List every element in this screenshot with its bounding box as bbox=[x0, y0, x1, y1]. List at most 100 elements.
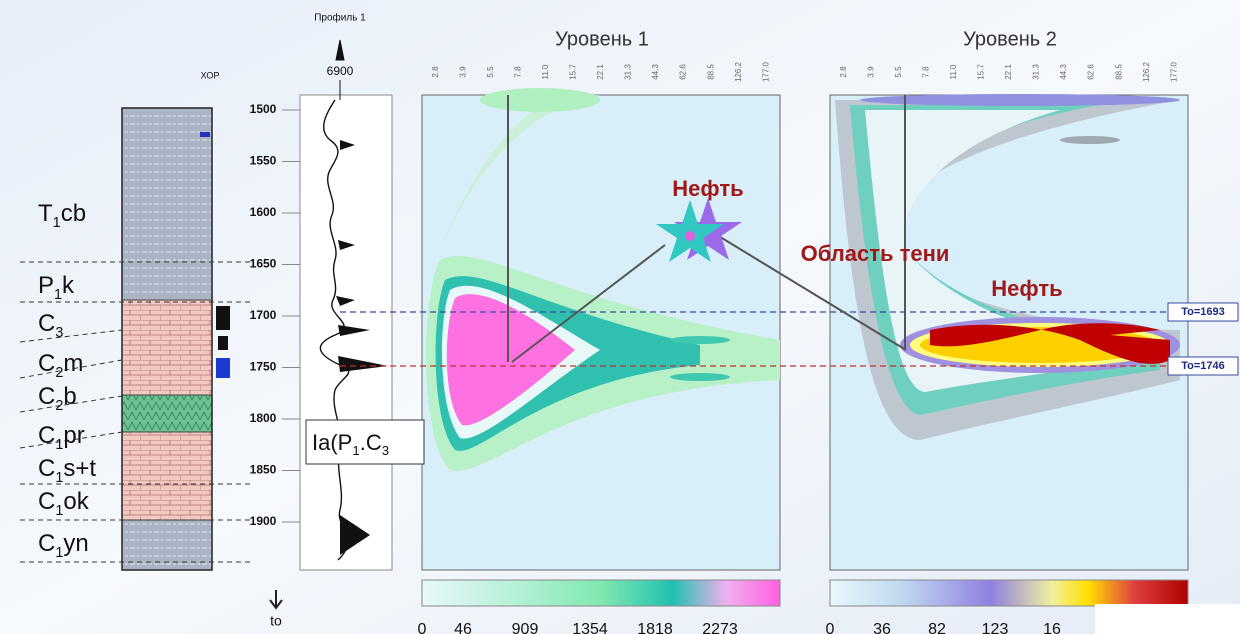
subscript: 3 bbox=[55, 325, 63, 341]
strat-label: C1yn bbox=[38, 530, 89, 560]
subscript: 1 bbox=[55, 470, 63, 486]
frequency-tick-label: 62.6 bbox=[1087, 64, 1096, 80]
colorbar-tick-label: 2273 bbox=[702, 621, 738, 634]
to-top-label: To=1693 bbox=[1181, 306, 1225, 318]
colorbar-tick-label: 36 bbox=[873, 621, 891, 634]
oil-label: Нефть bbox=[672, 176, 743, 201]
text-part: C bbox=[38, 422, 55, 449]
corner-patch bbox=[1095, 604, 1240, 634]
interval-label: Ia(P1.C3 bbox=[312, 430, 389, 458]
frequency-tick-label: 44.3 bbox=[651, 64, 660, 80]
text-part: cb bbox=[61, 200, 86, 227]
frequency-tick-label: 88.5 bbox=[1114, 64, 1123, 80]
strat-label: T1cb bbox=[38, 200, 86, 230]
subscript: 1 bbox=[53, 215, 61, 231]
colorbar-tick-label: 1354 bbox=[572, 621, 608, 634]
frequency-tick-label: 15.7 bbox=[569, 64, 578, 80]
shadow-label: Область тени bbox=[801, 241, 950, 266]
frequency-tick-label: 2.8 bbox=[431, 66, 440, 78]
column-label: ХОР bbox=[201, 70, 220, 80]
depth-tick-label: 1800 bbox=[250, 411, 277, 425]
text-part: ok bbox=[63, 488, 89, 515]
text-part: P bbox=[38, 272, 54, 299]
frequency-tick-label: 11.0 bbox=[541, 64, 550, 80]
depth-tick-label: 1700 bbox=[250, 308, 277, 322]
frequency-tick-label: 62.6 bbox=[679, 64, 688, 80]
colorbar-2 bbox=[830, 580, 1188, 606]
page: { "well": {"name": "Профиль 1", "number"… bbox=[0, 0, 1240, 634]
depth-tick-label: 1900 bbox=[250, 514, 277, 528]
subscript: 2 bbox=[55, 365, 63, 381]
depth-tick-label: 1850 bbox=[250, 463, 277, 477]
frequency-tick-label: 177.0 bbox=[761, 61, 770, 82]
depth-tick-label: 1600 bbox=[250, 205, 277, 219]
text-part: C bbox=[38, 310, 55, 337]
colorbar-tick-label: 123 bbox=[982, 621, 1009, 634]
frequency-tick-label: 7.8 bbox=[513, 66, 522, 78]
subscript: 1 bbox=[54, 287, 62, 303]
spectrogram-2 bbox=[830, 94, 1188, 570]
text-part: C bbox=[38, 350, 55, 377]
colorbar-1 bbox=[422, 580, 780, 606]
frequency-tick-label: 22.1 bbox=[596, 64, 605, 80]
spectrogram-1 bbox=[422, 88, 780, 570]
text-part: C bbox=[38, 530, 55, 557]
text-part: pr bbox=[63, 422, 84, 449]
depth-tick-label: 1500 bbox=[250, 102, 277, 116]
subscript: 1 bbox=[352, 443, 359, 458]
text-part: yn bbox=[63, 530, 88, 557]
frequency-tick-label: 177.0 bbox=[1169, 61, 1178, 82]
frequency-tick-label: 22.1 bbox=[1004, 64, 1013, 80]
text-part: .C bbox=[360, 430, 382, 455]
colorbar-tick-label: 46 bbox=[454, 621, 472, 634]
frequency-tick-label: 31.3 bbox=[1032, 64, 1041, 80]
frequency-tick-label: 2.8 bbox=[839, 66, 848, 78]
frequency-tick-label: 11.0 bbox=[949, 64, 958, 80]
frequency-tick-label: 31.3 bbox=[624, 64, 633, 80]
subscript: 2 bbox=[55, 398, 63, 414]
subscript: 1 bbox=[55, 437, 63, 453]
log-track bbox=[300, 40, 392, 570]
colorbar-tick-label: 909 bbox=[512, 621, 539, 634]
colorbar-tick-label: 0 bbox=[826, 621, 835, 634]
colorbar-tick-label: 1818 bbox=[637, 621, 673, 634]
frequency-tick-label: 88.5 bbox=[706, 64, 715, 80]
frequency-tick-label: 44.3 bbox=[1059, 64, 1068, 80]
subscript: 1 bbox=[55, 545, 63, 561]
strat-label: C1s+t bbox=[38, 455, 96, 485]
colorbar-tick-label: 82 bbox=[928, 621, 946, 634]
panel-title: Уровень 2 bbox=[963, 28, 1057, 50]
text-part: b bbox=[63, 383, 76, 410]
figure: Профиль 16900ХОРT1cbP1kC3C2mC2bC1prC1s+t… bbox=[0, 0, 1240, 634]
text-part: C bbox=[38, 455, 55, 482]
depth-tick-label: 1550 bbox=[250, 154, 277, 168]
well-name: Профиль 1 bbox=[314, 12, 366, 24]
frequency-tick-label: 126.2 bbox=[1142, 61, 1151, 82]
frequency-tick-label: 15.7 bbox=[977, 64, 986, 80]
well-number: 6900 bbox=[327, 64, 354, 78]
frequency-tick-label: 7.8 bbox=[921, 66, 930, 78]
time-axis-label: to bbox=[270, 613, 282, 629]
depth-tick-label: 1650 bbox=[250, 257, 277, 271]
strat-label: C1ok bbox=[38, 488, 90, 518]
frequency-tick-label: 126.2 bbox=[734, 61, 743, 82]
text-part: k bbox=[62, 272, 75, 299]
text-part: Ia(P bbox=[312, 430, 352, 455]
text-part: m bbox=[63, 350, 83, 377]
panel-title: Уровень 1 bbox=[555, 28, 649, 50]
oil-label: Нефть bbox=[991, 276, 1062, 301]
colorbar-tick-label: 16 bbox=[1043, 621, 1061, 634]
text-part: C bbox=[38, 488, 55, 515]
text-part: C bbox=[38, 383, 55, 410]
frequency-tick-label: 3.9 bbox=[458, 66, 467, 78]
star-center bbox=[685, 231, 695, 241]
subscript: 1 bbox=[55, 503, 63, 519]
subscript: 3 bbox=[382, 443, 389, 458]
colorbar-tick-label: 0 bbox=[418, 621, 427, 634]
to-bottom-label: To=1746 bbox=[1181, 360, 1225, 372]
frequency-tick-label: 3.9 bbox=[866, 66, 875, 78]
depth-tick-label: 1750 bbox=[250, 360, 277, 374]
frequency-tick-label: 5.5 bbox=[894, 66, 903, 78]
frequency-tick-label: 5.5 bbox=[486, 66, 495, 78]
text-part: s+t bbox=[63, 455, 96, 482]
